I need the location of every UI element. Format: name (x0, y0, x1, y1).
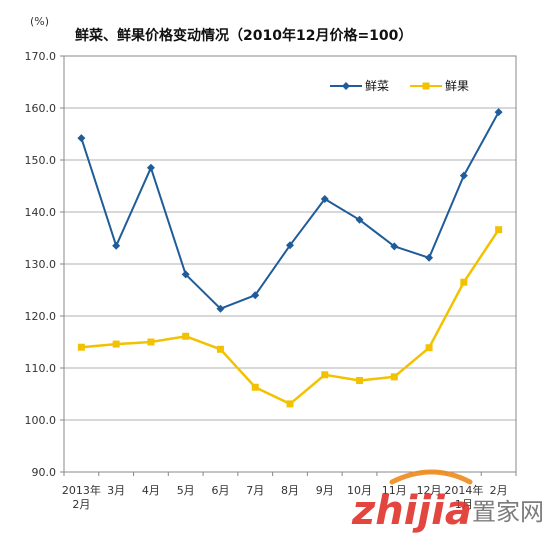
watermark-cn: 置家网 (472, 498, 544, 526)
data-point (181, 270, 190, 279)
legend-item: 鲜果 (410, 79, 469, 93)
data-point (494, 108, 503, 117)
data-point (182, 332, 190, 340)
data-point (147, 338, 155, 346)
data-point (286, 241, 294, 250)
data-point (77, 134, 86, 143)
chart-title: 鲜菜、鲜果价格变动情况（2010年12月价格=100） (75, 27, 412, 44)
data-point (320, 195, 329, 203)
x-tick-label: 11月 (382, 484, 407, 497)
legend-label: 鲜果 (445, 79, 469, 93)
data-point (390, 373, 398, 381)
x-tick-label: 10月 (347, 484, 372, 497)
x-axis-ticks: 2013年 2月 3月 4月 5月 6月 7月 8月 9月 10月 11月 12月 2014年 1月 2月 (62, 472, 517, 511)
series-line (80, 111, 500, 310)
y-tick-label: 140.0 (25, 206, 57, 219)
legend-marker (342, 82, 350, 90)
data-point (216, 304, 225, 313)
series-2 (77, 226, 503, 408)
data-point (251, 383, 259, 391)
x-tick-label: 8月 (281, 484, 299, 497)
y-tick-label: 110.0 (25, 362, 57, 375)
legend-marker (422, 82, 430, 90)
y-tick-label: 160.0 (25, 102, 57, 115)
y-tick-label: 170.0 (25, 50, 57, 63)
data-point (355, 215, 364, 224)
data-point (425, 253, 434, 262)
y-tick-label: 100.0 (25, 414, 57, 427)
x-tick-label: 2013年 2月 (62, 483, 101, 511)
x-tick-label: 12月 (417, 484, 442, 497)
y-tick-label: 150.0 (25, 154, 57, 167)
watermark-roof-shape (389, 469, 473, 485)
x-tick-label: 6月 (211, 484, 229, 497)
x-tick-label: 9月 (316, 484, 334, 497)
y-tick-label: 130.0 (25, 258, 57, 271)
data-point (286, 400, 294, 408)
gridlines (64, 107, 516, 421)
data-point (356, 376, 364, 384)
data-point (390, 242, 399, 251)
legend-label: 鲜菜 (365, 79, 389, 93)
y-tick-label: 90.0 (32, 466, 57, 479)
data-point (459, 171, 468, 180)
watermark-brand: zhijia (351, 488, 472, 534)
x-tick-label: 7月 (246, 484, 264, 497)
x-tick-label: 2014年 1月 (444, 483, 483, 511)
watermark: zhijia 置家网 (351, 469, 544, 534)
y-axis-ticks: 90.0 100.0 110.0 120.0 130.0 140.0 150.0 160.0 1… (25, 50, 64, 479)
legend-item: 鲜菜 (330, 79, 389, 93)
x-tick-label: 5月 (177, 484, 195, 497)
unit-label: (%) (30, 15, 49, 28)
data-point (495, 226, 503, 234)
data-point (77, 343, 85, 351)
data-point (112, 340, 120, 348)
data-point (216, 345, 224, 353)
data-point (146, 163, 155, 172)
data-point (425, 344, 433, 352)
x-tick-label: 2月 (490, 484, 508, 497)
y-tick-label: 120.0 (25, 310, 57, 323)
data-point (321, 371, 329, 379)
series-1 (77, 108, 503, 313)
legend: 鲜菜 鲜果 (330, 79, 469, 93)
x-tick-label: 3月 (107, 484, 125, 497)
data-point (460, 278, 468, 286)
series-line (80, 228, 500, 406)
series-group (77, 108, 503, 408)
data-point (251, 291, 260, 300)
data-point (112, 241, 121, 250)
x-tick-label: 4月 (142, 484, 160, 497)
